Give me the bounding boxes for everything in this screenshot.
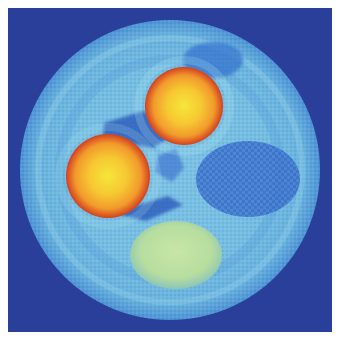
upper-dark-blob — [183, 42, 243, 78]
outer-ring — [35, 35, 305, 305]
right-textured-pattern — [196, 141, 300, 217]
center-dark-patch — [155, 148, 184, 182]
scan-image — [8, 8, 332, 332]
left-hot-insert — [66, 134, 150, 218]
left-hot-halo — [55, 123, 161, 229]
upper-hot-halo — [134, 56, 234, 156]
bottom-insert — [130, 221, 222, 289]
scan-image-frame — [8, 8, 332, 332]
upper-hot-insert — [145, 67, 223, 145]
dark-streak-lower — [112, 196, 183, 221]
